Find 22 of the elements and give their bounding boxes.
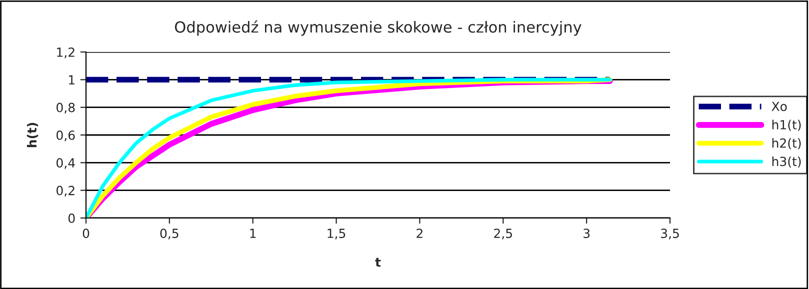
chart-title: Odpowiedź na wymuszenie skokowe - człon inercyjny [174, 20, 582, 36]
y-tick-label: 1,2 [57, 47, 74, 58]
x-tick-label: 1,5 [328, 228, 346, 240]
x-tick-label: 1 [250, 228, 256, 238]
y-tick-label: 1 [69, 75, 74, 84]
x-tick-label: 2 [416, 228, 422, 238]
y-axis-title: h(t) [26, 122, 38, 148]
x-tick-label: 0 [82, 228, 90, 238]
y-tick-label: 0,6 [56, 130, 75, 142]
y-tick-label: 0,2 [56, 186, 74, 197]
x-axis-title: t [375, 258, 381, 267]
legend-label: h1(t) [772, 120, 801, 131]
legend-label: h2(t) [772, 138, 801, 150]
x-tick-label: 0,5 [160, 228, 178, 240]
legend-label: h3(t) [772, 156, 801, 168]
y-tick-label: 0 [68, 213, 75, 223]
y-tick-label: 0,4 [56, 158, 75, 169]
x-tick-label: 2,5 [494, 228, 512, 240]
legend-label: Xo [772, 102, 787, 112]
x-tick-label: 3,5 [661, 228, 679, 240]
x-tick-label: 3 [584, 228, 590, 238]
y-tick-label: 0,8 [56, 102, 75, 114]
